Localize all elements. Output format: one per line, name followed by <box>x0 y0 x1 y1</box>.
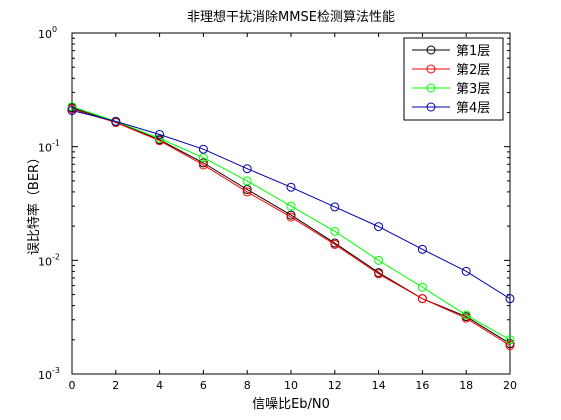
y-tick-exponent: -3 <box>52 366 60 375</box>
data-point <box>242 164 252 174</box>
legend-label: 第2层 <box>456 63 490 78</box>
legend-marker <box>426 45 436 55</box>
x-tick-label: 8 <box>244 379 251 392</box>
legend-item: 第4层 <box>412 101 490 116</box>
data-point <box>286 182 296 192</box>
legend-label: 第1层 <box>456 44 490 59</box>
legend-marker <box>426 102 436 112</box>
legend-box <box>403 37 504 121</box>
y-tick-label: 10 <box>38 142 52 155</box>
data-point <box>374 269 384 279</box>
data-point <box>505 335 515 345</box>
x-tick-label: 10 <box>284 379 298 392</box>
data-point <box>461 313 471 323</box>
legend-marker <box>426 64 436 74</box>
legend-item: 第2层 <box>412 63 490 78</box>
data-point <box>155 129 165 139</box>
data-point <box>330 226 340 236</box>
x-tick-label: 2 <box>112 379 119 392</box>
x-tick-label: 16 <box>415 379 429 392</box>
data-point <box>374 255 384 265</box>
data-point <box>330 239 340 249</box>
data-point <box>330 202 340 212</box>
y-tick-label: 10 <box>38 369 52 382</box>
chart-title: 非理想干扰消除MMSE检测算法性能 <box>187 9 395 25</box>
x-tick-label: 6 <box>200 379 207 392</box>
y-tick-label: 10 <box>38 255 52 268</box>
series-line <box>71 108 511 346</box>
y-tick-exponent: -1 <box>52 139 60 148</box>
data-point <box>198 144 208 154</box>
x-tick-label: 12 <box>328 379 342 392</box>
data-point <box>286 201 296 211</box>
data-point <box>198 160 208 170</box>
legend-item: 第3层 <box>412 82 490 97</box>
x-tick-label: 4 <box>156 379 163 392</box>
data-series <box>67 102 515 351</box>
x-tick-label: 0 <box>69 379 76 392</box>
data-point <box>374 222 384 232</box>
legend-item: 第1层 <box>412 44 490 59</box>
data-point <box>461 310 471 320</box>
data-point <box>242 176 252 186</box>
legend-label: 第3层 <box>456 82 490 97</box>
x-axis-title: 信噪比Eb/N0 <box>252 397 330 412</box>
legend-marker <box>426 83 436 93</box>
data-point <box>417 244 427 254</box>
y-tick-base: 10 <box>38 369 52 382</box>
y-tick-base: 10 <box>38 255 52 268</box>
legend-label: 第4层 <box>456 101 490 116</box>
y-tick-label: 10 <box>38 28 52 41</box>
data-point <box>67 106 77 116</box>
data-point <box>111 116 121 126</box>
x-tick-label: 18 <box>459 379 473 392</box>
data-point <box>417 294 427 304</box>
data-point <box>461 266 471 276</box>
series-line <box>71 110 511 300</box>
series-4 <box>67 106 515 304</box>
data-point <box>505 294 515 304</box>
y-tick-exponent: -2 <box>52 252 60 261</box>
data-point <box>242 187 252 197</box>
x-tick-label: 14 <box>372 379 386 392</box>
y-tick-base: 10 <box>38 28 52 41</box>
y-tick-base: 10 <box>38 142 52 155</box>
data-point <box>505 341 515 351</box>
y-axis-title: 误比特率（BER） <box>26 151 42 255</box>
data-point <box>417 282 427 292</box>
x-tick-label: 20 <box>503 379 517 392</box>
data-point <box>286 212 296 222</box>
series-line <box>71 106 511 341</box>
y-tick-exponent: 0 <box>52 25 57 34</box>
